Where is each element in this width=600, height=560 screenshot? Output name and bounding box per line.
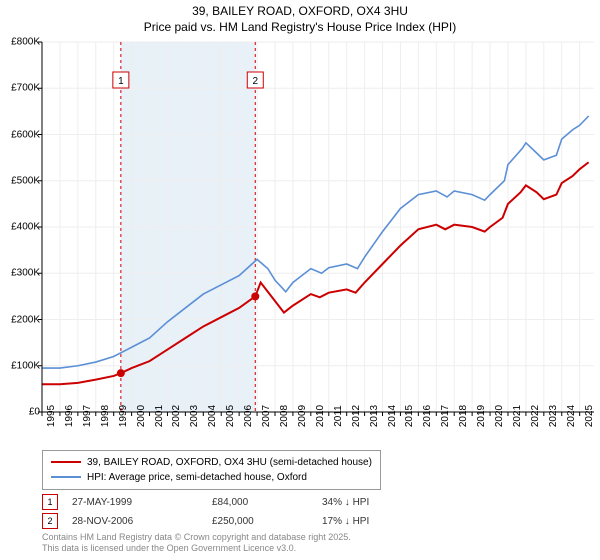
x-tick-label: 2012	[351, 405, 362, 427]
x-tick-label: 2022	[530, 405, 541, 427]
x-tick-label: 1996	[64, 405, 75, 427]
y-tick-label: £200K	[11, 314, 40, 325]
event-row: 2 28-NOV-2006£250,00017% ↓ HPI	[42, 513, 422, 529]
event-delta: 17% ↓ HPI	[322, 516, 422, 527]
legend-label: 39, BAILEY ROAD, OXFORD, OX4 3HU (semi-d…	[87, 457, 372, 468]
event-delta: 34% ↓ HPI	[322, 497, 422, 508]
x-tick-label: 2004	[207, 405, 218, 427]
footer: Contains HM Land Registry data © Crown c…	[42, 532, 351, 554]
chart-container: 39, BAILEY ROAD, OXFORD, OX4 3HU Price p…	[0, 0, 600, 560]
x-tick-label: 2006	[243, 405, 254, 427]
x-tick-label: 2008	[279, 405, 290, 427]
title-line1: 39, BAILEY ROAD, OXFORD, OX4 3HU	[0, 4, 600, 20]
legend: 39, BAILEY ROAD, OXFORD, OX4 3HU (semi-d…	[42, 450, 381, 490]
x-tick-label: 2009	[297, 405, 308, 427]
event-price: £250,000	[212, 516, 322, 527]
x-tick-label: 2018	[458, 405, 469, 427]
x-tick-label: 2015	[404, 405, 415, 427]
x-tick-label: 1998	[100, 405, 111, 427]
x-tick-label: 2019	[476, 405, 487, 427]
svg-text:2: 2	[252, 76, 258, 87]
legend-item: HPI: Average price, semi-detached house,…	[51, 470, 372, 485]
svg-text:1: 1	[118, 76, 124, 87]
x-tick-label: 2010	[315, 405, 326, 427]
x-tick-label: 2025	[584, 405, 595, 427]
y-tick-label: £800K	[11, 37, 40, 48]
x-tick-label: 2011	[333, 405, 344, 427]
x-tick-label: 2024	[566, 405, 577, 427]
legend-label: HPI: Average price, semi-detached house,…	[87, 472, 307, 483]
event-row: 1 27-MAY-1999£84,00034% ↓ HPI	[42, 494, 422, 510]
x-tick-label: 2017	[440, 405, 451, 427]
x-tick-label: 2007	[261, 405, 272, 427]
legend-swatch	[51, 476, 81, 478]
event-marker: 2	[42, 513, 58, 529]
y-tick-label: £400K	[11, 222, 40, 233]
x-tick-label: 2002	[171, 405, 182, 427]
title-line2: Price paid vs. HM Land Registry's House …	[0, 20, 600, 36]
x-tick-label: 2021	[512, 405, 523, 427]
y-tick-label: £300K	[11, 268, 40, 279]
x-tick-label: 2001	[154, 405, 165, 427]
x-tick-label: 2005	[225, 405, 236, 427]
x-tick-label: 2020	[494, 405, 505, 427]
x-tick-label: 1997	[82, 405, 93, 427]
y-tick-label: £0	[29, 407, 40, 418]
footer-line1: Contains HM Land Registry data © Crown c…	[42, 532, 351, 543]
x-tick-label: 2016	[422, 405, 433, 427]
x-tick-label: 2023	[548, 405, 559, 427]
plot-svg: 12	[42, 42, 594, 412]
event-price: £84,000	[212, 497, 322, 508]
x-tick-label: 1999	[118, 405, 129, 427]
y-tick-label: £700K	[11, 83, 40, 94]
y-tick-label: £100K	[11, 360, 40, 371]
x-tick-label: 2013	[369, 405, 380, 427]
legend-swatch	[51, 461, 81, 463]
event-list: 1 27-MAY-1999£84,00034% ↓ HPI 2 28-NOV-2006…	[42, 494, 422, 532]
y-tick-label: £500K	[11, 175, 40, 186]
title-block: 39, BAILEY ROAD, OXFORD, OX4 3HU Price p…	[0, 0, 600, 35]
x-tick-label: 2003	[189, 405, 200, 427]
legend-item: 39, BAILEY ROAD, OXFORD, OX4 3HU (semi-d…	[51, 455, 372, 470]
footer-line2: This data is licensed under the Open Gov…	[42, 543, 351, 554]
x-tick-label: 2014	[387, 405, 398, 427]
event-date: 28-NOV-2006	[72, 516, 212, 527]
event-date: 27-MAY-1999	[72, 497, 212, 508]
x-tick-label: 1995	[46, 405, 57, 427]
x-tick-label: 2000	[136, 405, 147, 427]
y-tick-label: £600K	[11, 129, 40, 140]
event-marker: 1	[42, 494, 58, 510]
chart-area: 12	[42, 42, 594, 412]
